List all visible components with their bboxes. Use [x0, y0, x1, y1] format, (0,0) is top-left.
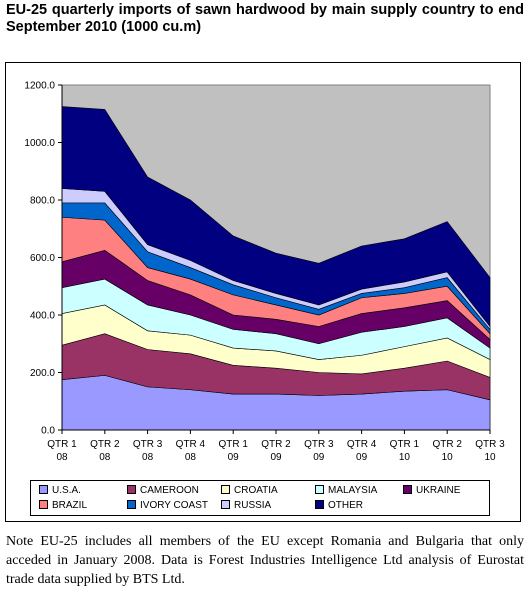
legend-label: U.S.A. — [52, 485, 81, 496]
y-tick-label: 0.0 — [41, 426, 55, 437]
legend-label: OTHER — [328, 500, 363, 511]
footnote: Note EU-25 includes all members of the E… — [6, 534, 524, 587]
y-tick-label: 800.0 — [30, 196, 55, 207]
y-tick-label: 400.0 — [30, 311, 55, 322]
x-tick-label: QTR 3 09 — [304, 439, 334, 463]
legend-item: UKRAINE — [403, 484, 460, 498]
series-areas — [61, 106, 491, 431]
legend-label: MALAYSIA — [328, 485, 378, 496]
legend-swatch — [403, 484, 412, 494]
legend-item: IVORY COAST — [127, 499, 208, 513]
legend-label: UKRAINE — [416, 485, 461, 496]
x-tick-labels: QTR 1 08 QTR 2 08 QTR 3 08 QTR 4 08 QTR 1 09 QTR 2… — [47, 430, 505, 463]
area-series-other — [61, 106, 491, 328]
legend-item: CAMEROON — [127, 484, 199, 498]
x-tick-label: QTR 4 08 — [176, 439, 206, 463]
legend: U.S.A. CAMEROON CROATIA MALAYSIA UKRAINE BRAZ… — [30, 480, 490, 516]
legend-swatch — [39, 484, 48, 494]
legend-swatch — [221, 499, 230, 509]
legend-swatch — [221, 484, 230, 494]
x-tick-label: QTR 1 10 — [390, 439, 420, 463]
legend-swatch — [127, 499, 136, 509]
x-tick-label: QTR 1 08 — [47, 439, 77, 463]
x-tick-label: QTR 4 09 — [347, 439, 377, 463]
legend-item: OTHER — [315, 499, 363, 513]
y-tick-label: 600.0 — [30, 253, 55, 264]
y-tick-label: 200.0 — [30, 368, 55, 379]
y-tick-labels: 0.0 200.0 400.0 600.0 800.0 1000.0 1200.0 — [24, 81, 62, 437]
legend-label: CROATIA — [234, 485, 278, 496]
legend-label: IVORY COAST — [140, 500, 208, 511]
x-tick-label: QTR 3 08 — [133, 439, 163, 463]
legend-swatch — [315, 484, 324, 494]
legend-item: RUSSIA — [221, 499, 271, 513]
y-tick-label: 1200.0 — [24, 81, 55, 92]
legend-swatch — [315, 499, 324, 509]
legend-swatch — [127, 484, 136, 494]
legend-item: BRAZIL — [39, 499, 87, 513]
x-tick-label: QTR 2 09 — [261, 439, 291, 463]
x-tick-label: QTR 2 08 — [90, 439, 120, 463]
x-tick-label: QTR 2 10 — [432, 439, 462, 463]
stacked-area-chart: 0.0 200.0 400.0 600.0 800.0 1000.0 1200.0 QTR … — [24, 81, 505, 464]
legend-item: MALAYSIA — [315, 484, 377, 498]
x-tick-label: QTR 1 09 — [218, 439, 248, 463]
legend-swatch — [39, 499, 48, 509]
legend-item: U.S.A. — [39, 484, 81, 498]
x-tick-label: QTR 3 10 — [475, 439, 505, 463]
y-tick-label: 1000.0 — [24, 138, 55, 149]
legend-label: RUSSIA — [234, 500, 272, 511]
legend-label: CAMEROON — [140, 485, 199, 496]
chart-title: EU-25 quarterly imports of sawn hardwood… — [6, 2, 524, 35]
legend-label: BRAZIL — [52, 500, 88, 511]
legend-item: CROATIA — [221, 484, 278, 498]
